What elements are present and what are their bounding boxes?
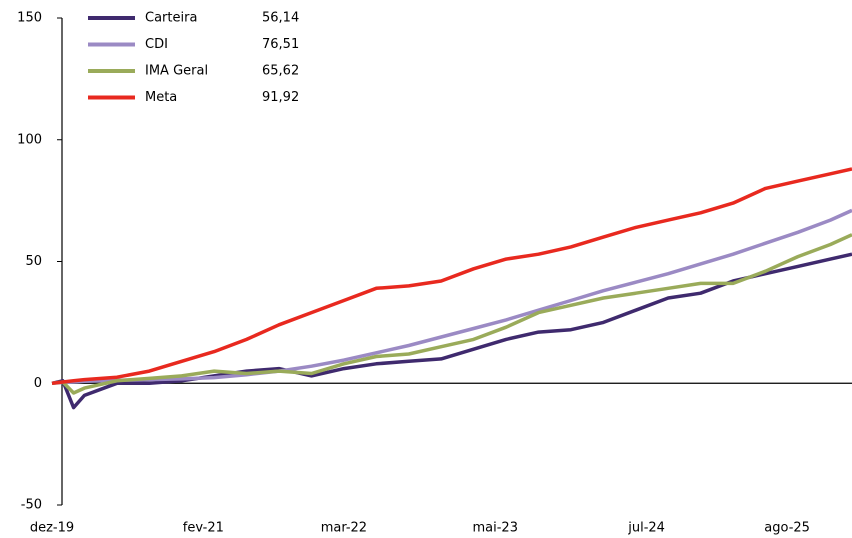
x-tick-label: dez-19 (30, 521, 74, 536)
legend-value: 65,62 (262, 64, 299, 79)
legend-label: Carteira (145, 11, 197, 26)
series-line (51, 233, 852, 395)
series-line (51, 252, 852, 410)
y-tick-label: -50 (21, 498, 42, 513)
y-tick-label: 50 (25, 254, 42, 269)
x-tick-label: jul-24 (627, 521, 665, 536)
x-tick-label: ago-25 (764, 521, 810, 536)
y-tick-label: 100 (17, 132, 42, 147)
legend-value: 56,14 (262, 11, 299, 26)
legend-label: IMA Geral (145, 64, 208, 79)
series-line (51, 167, 852, 386)
legend-value: 91,92 (262, 90, 299, 105)
legend-label: Meta (145, 90, 177, 105)
x-tick-label: fev-21 (183, 521, 224, 536)
legend-value: 76,51 (262, 37, 299, 52)
x-tick-label: mar-22 (321, 521, 367, 536)
y-tick-label: 150 (17, 11, 42, 26)
y-tick-label: 0 (34, 376, 42, 391)
x-tick-label: mai-23 (473, 521, 518, 536)
legend-label: CDI (145, 37, 168, 52)
